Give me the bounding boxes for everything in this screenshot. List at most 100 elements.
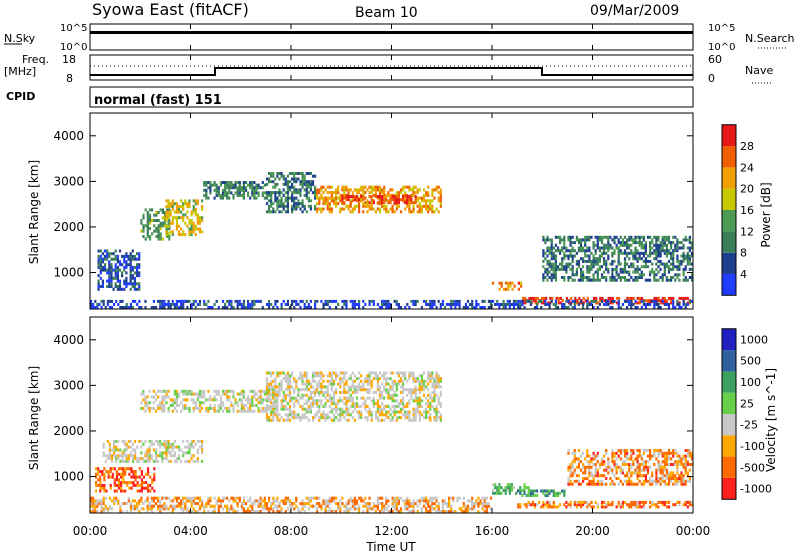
velocity-echo-cell — [198, 507, 202, 511]
power-echo-cell — [311, 180, 315, 184]
power-echo-cell — [286, 180, 289, 184]
power-echo-cell — [554, 262, 557, 266]
power-echo-cell — [301, 185, 304, 189]
power-echo-cell — [425, 191, 428, 195]
velocity-echo-cell — [115, 475, 118, 479]
power-echo-cell — [209, 306, 212, 309]
velocity-echo-cell — [678, 457, 681, 461]
velocity-echo-cell — [242, 510, 245, 513]
velocity-echo-cell — [203, 401, 206, 405]
velocity-echo-cell — [571, 460, 574, 464]
velocity-echo-cell — [196, 392, 199, 396]
velocity-echo-cell — [395, 410, 398, 414]
velocity-echo-cell — [102, 510, 105, 513]
nsearch-label: N.Search — [745, 32, 795, 45]
velocity-echo-cell — [213, 395, 216, 399]
power-echo-cell — [99, 268, 102, 272]
power-echo-cell — [316, 299, 319, 303]
velocity-echo-cell — [132, 472, 135, 476]
velocity-echo-cell — [203, 392, 206, 396]
velocity-echo-cell — [630, 457, 633, 461]
power-echo-cell — [538, 299, 541, 303]
power-echo-cell — [108, 268, 111, 272]
velocity-echo-cell — [370, 416, 373, 420]
velocity-echo-cell — [297, 510, 300, 513]
power-echo-cell — [157, 227, 160, 230]
velocity-echo-cell — [198, 404, 202, 407]
velocity-echo-cell — [144, 472, 148, 476]
power-echo-cell — [458, 299, 461, 303]
velocity-echo-cell — [232, 510, 235, 513]
velocity-echo-cell — [272, 388, 275, 392]
velocity-echo-cell — [276, 374, 279, 378]
power-echo-cell — [198, 299, 202, 303]
velocity-echo-cell — [108, 457, 111, 460]
power-echo-cell — [550, 251, 553, 255]
power-echo-cell — [653, 273, 656, 277]
power-echo-cell — [301, 182, 304, 186]
power-echo-cell — [623, 235, 627, 239]
power-echo-cell — [517, 306, 520, 309]
velocity-echo-cell — [207, 409, 210, 413]
power-echo-cell — [381, 201, 384, 205]
velocity-echo-cell — [291, 396, 294, 400]
power-echo-cell — [288, 306, 292, 309]
velocity-echo-cell — [376, 388, 379, 392]
power-echo-cell — [372, 207, 375, 211]
velocity-echo-cell — [127, 445, 130, 449]
velocity-echo-cell — [140, 457, 143, 460]
velocity-echo-cell — [613, 454, 616, 458]
power-echo-cell — [247, 299, 250, 303]
velocity-echo-cell — [657, 505, 660, 509]
velocity-echo-cell — [414, 410, 417, 414]
power-echo-cell — [182, 233, 185, 237]
velocity-echo-cell — [408, 391, 411, 394]
velocity-echo-cell — [148, 389, 151, 393]
power-echo-cell — [343, 207, 346, 211]
velocity-echo-cell — [665, 500, 668, 504]
velocity-echo-cell — [420, 404, 423, 408]
velocity-echo-cell — [316, 402, 319, 406]
power-echo-cell — [242, 188, 245, 192]
velocity-echo-cell — [142, 459, 145, 463]
velocity-echo-cell — [494, 491, 497, 495]
freq-unit: [MHz] — [4, 65, 36, 78]
power-echo-cell — [548, 259, 551, 263]
velocity-echo-cell — [167, 389, 170, 393]
velocity-echo-cell — [259, 389, 262, 393]
velocity-echo-cell — [339, 391, 342, 394]
power-echo-cell — [316, 210, 319, 214]
velocity-echo-cell — [134, 439, 137, 443]
power-echo-cell — [546, 259, 549, 263]
power-echo-cell — [351, 306, 354, 309]
velocity-echo-cell — [291, 399, 294, 403]
velocity-echo-cell — [533, 505, 537, 509]
velocity-echo-cell — [177, 445, 181, 449]
velocity-echo-cell — [381, 396, 384, 400]
velocity-echo-cell — [291, 502, 294, 505]
velocity-echo-cell — [109, 486, 112, 490]
power-echo-cell — [167, 205, 170, 208]
velocity-echo-cell — [280, 407, 283, 411]
power-echo-cell — [623, 267, 627, 271]
power-echo-cell — [657, 306, 660, 309]
power-echo-cell — [605, 235, 608, 239]
power-echo-cell — [247, 194, 250, 197]
velocity-echo-cell — [630, 474, 633, 478]
velocity-echo-cell — [378, 396, 382, 400]
velocity-echo-cell — [667, 451, 671, 455]
velocity-echo-cell — [198, 389, 202, 393]
velocity-echo-cell — [270, 379, 273, 383]
velocity-echo-cell — [207, 389, 210, 393]
power-echo-cell — [600, 254, 604, 258]
power-echo-cell — [274, 191, 277, 195]
power-echo-cell — [524, 299, 527, 303]
velocity-echo-cell — [575, 457, 578, 461]
power-echo-cell — [221, 181, 225, 184]
velocity-echo-cell — [299, 396, 302, 400]
velocity-echo-cell — [429, 402, 432, 406]
velocity-echo-cell — [399, 399, 403, 403]
power-echo-cell — [667, 267, 671, 271]
power-echo-cell — [125, 271, 128, 275]
